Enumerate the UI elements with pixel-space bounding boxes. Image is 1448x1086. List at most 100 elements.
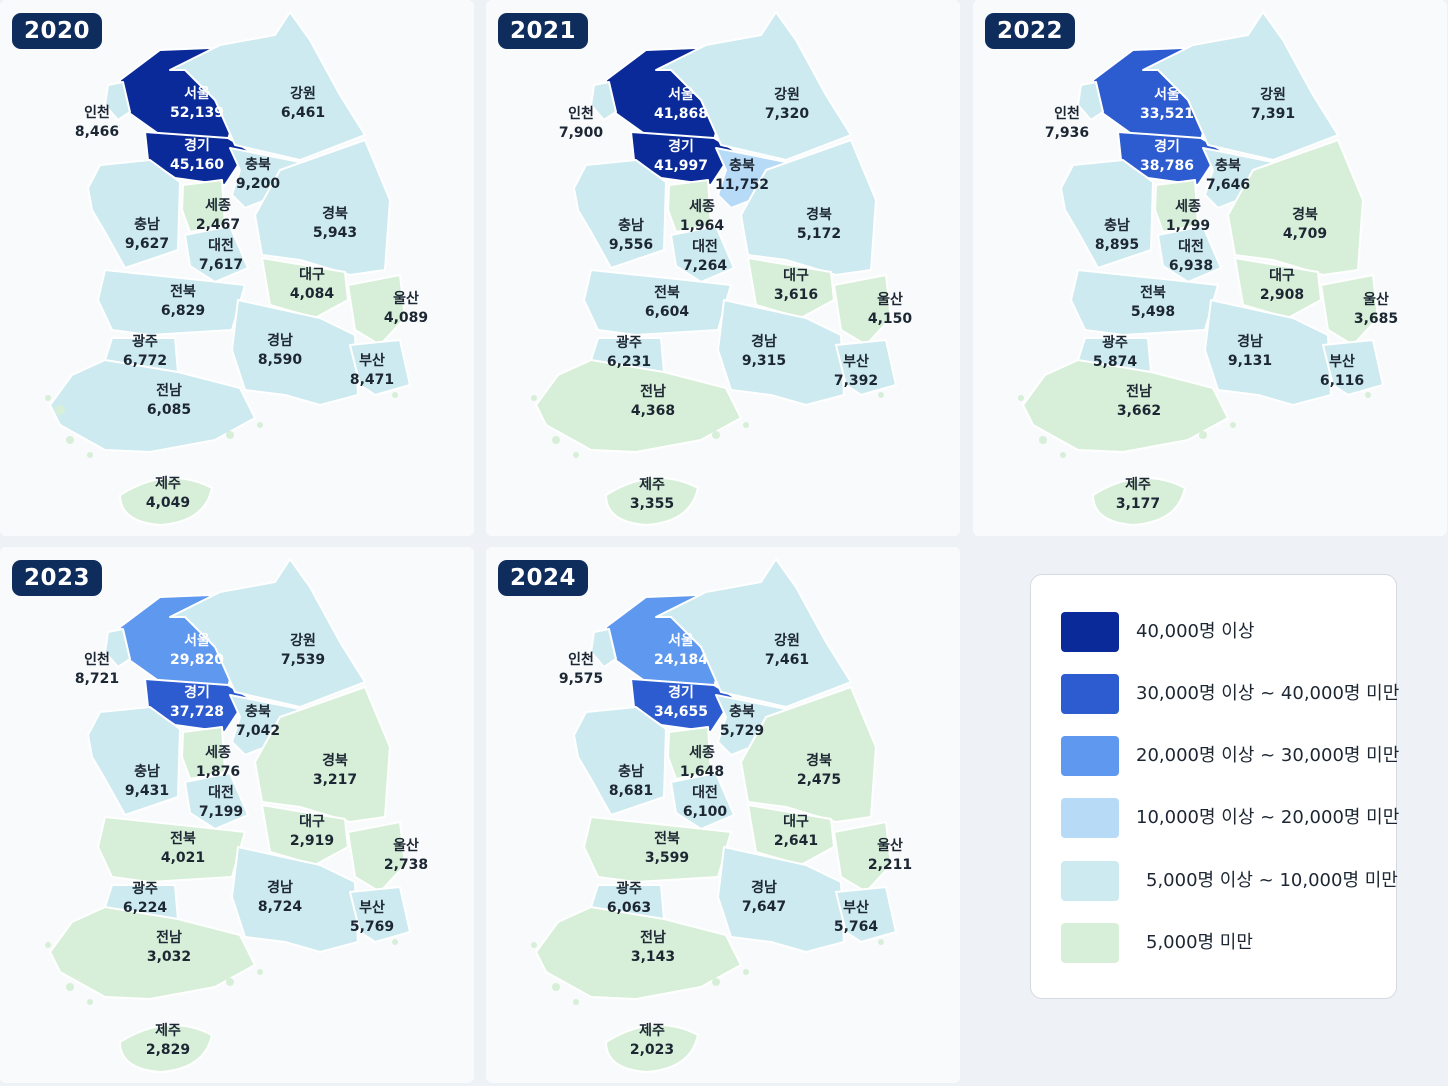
- choropleth-map: [45, 558, 411, 1073]
- region-value: 6,829: [160, 303, 206, 319]
- legend-swatch: [1061, 612, 1119, 652]
- region-value: 3,685: [1353, 311, 1399, 327]
- region-name: 제주: [639, 1023, 665, 1039]
- region-name: 경남: [267, 333, 293, 349]
- islet-shape: [552, 983, 560, 991]
- region-label: 부산 5,764: [834, 899, 878, 937]
- region-value: 9,131: [1227, 353, 1273, 369]
- region-value: 2,919: [289, 833, 335, 849]
- region-인천: [104, 628, 131, 668]
- region-value: 7,042: [235, 723, 281, 739]
- region-value: 33,521: [1139, 106, 1195, 122]
- region-name: 전북: [170, 284, 196, 300]
- region-인천: [590, 628, 617, 668]
- choropleth-map: [45, 11, 411, 526]
- region-label: 전남 4,368: [631, 383, 675, 421]
- islet-shape: [743, 969, 749, 975]
- region-value: 29,820: [169, 652, 225, 668]
- region-대전: [184, 225, 249, 283]
- region-value: 8,681: [608, 783, 654, 799]
- region-label: 제주 2,829: [146, 1022, 190, 1060]
- region-value: 6,100: [682, 804, 728, 820]
- region-제주: [605, 477, 699, 526]
- region-강원: [169, 558, 366, 708]
- region-울산: [347, 274, 406, 346]
- region-세종: [667, 179, 712, 233]
- region-value: 38,786: [1139, 158, 1195, 174]
- region-value: 7,646: [1205, 177, 1251, 193]
- region-제주: [119, 1024, 213, 1073]
- region-제주: [119, 477, 213, 526]
- region-name: 경북: [806, 207, 832, 223]
- region-대구: [261, 257, 349, 319]
- islet-shape: [1028, 405, 1038, 415]
- region-label: 광주 6,224: [123, 880, 167, 918]
- region-name: 전남: [640, 930, 666, 946]
- region-label: 제주 2,023: [630, 1022, 674, 1060]
- region-label: 경남 8,590: [258, 332, 302, 370]
- legend-item: 10,000명 이상 ~ 20,000명 미만: [1061, 798, 1399, 838]
- region-label: 인천 7,900: [559, 105, 603, 143]
- region-value: 4,021: [160, 850, 206, 866]
- region-value: 7,539: [280, 652, 326, 668]
- year-badge: 2024: [498, 560, 588, 596]
- region-label: 대전 6,938: [1169, 238, 1213, 276]
- region-label: 울산 4,150: [868, 291, 912, 329]
- region-강원: [655, 11, 852, 161]
- region-전남: [535, 359, 742, 453]
- region-name: 서울: [184, 86, 210, 102]
- islet-shape: [743, 422, 749, 428]
- region-label: 전남 3,662: [1117, 383, 1161, 421]
- region-value: 7,900: [558, 125, 604, 141]
- region-value: 4,084: [289, 286, 335, 302]
- region-label: 서울 41,868: [654, 86, 708, 124]
- region-name: 강원: [290, 633, 316, 649]
- region-name: 울산: [1363, 292, 1389, 308]
- region-name: 제주: [155, 1023, 181, 1039]
- region-value: 5,874: [1092, 354, 1138, 370]
- region-value: 4,150: [867, 311, 913, 327]
- choropleth-map: [1018, 11, 1384, 526]
- islet-shape: [712, 978, 720, 986]
- region-label: 대전 6,100: [683, 784, 727, 822]
- region-value: 6,063: [606, 900, 652, 916]
- region-value: 5,498: [1130, 304, 1176, 320]
- region-value: 34,655: [653, 704, 709, 720]
- region-울산: [347, 821, 406, 893]
- region-value: 6,224: [122, 900, 168, 916]
- legend: 40,000명 이상 30,000명 이상 ~ 40,000명 미만 20,00…: [1030, 574, 1400, 999]
- region-name: 부산: [359, 353, 385, 369]
- region-name: 대구: [783, 814, 809, 830]
- region-경북: [740, 139, 877, 276]
- region-label: 광주 6,063: [607, 880, 651, 918]
- region-value: 3,032: [146, 949, 192, 965]
- region-label: 울산 4,089: [384, 290, 428, 328]
- region-name: 인천: [84, 105, 110, 121]
- region-label: 인천 9,575: [559, 651, 603, 689]
- region-name: 경남: [751, 334, 777, 350]
- legend-label: 30,000명 이상 ~ 40,000명 미만: [1136, 683, 1400, 704]
- region-label: 광주 5,874: [1093, 334, 1137, 372]
- region-label: 경북 2,475: [797, 752, 841, 790]
- region-label: 충북 11,752: [715, 157, 769, 195]
- region-label: 인천 8,721: [75, 651, 119, 689]
- region-경북: [254, 139, 391, 276]
- map-panel-2021: 2021 서울 41,868 경기 41,997 인천 7,900 강원 7,320 충북 11,…: [486, 0, 960, 536]
- region-name: 전남: [640, 384, 666, 400]
- region-label: 울산 2,738: [384, 837, 428, 875]
- region-label: 대전 7,199: [199, 784, 243, 822]
- region-label: 전북 6,829: [161, 283, 205, 321]
- region-경남: [231, 299, 359, 406]
- islet-shape: [226, 978, 234, 986]
- region-value: 1,876: [195, 764, 241, 780]
- islet-shape: [1018, 395, 1024, 401]
- region-name: 부산: [1329, 354, 1355, 370]
- choropleth-map: [531, 11, 897, 526]
- region-제주: [605, 1024, 699, 1073]
- region-경남: [717, 299, 845, 406]
- islet-shape: [712, 431, 720, 439]
- region-label: 충남 8,681: [609, 763, 653, 801]
- region-세종: [1154, 179, 1199, 233]
- region-label: 울산 2,211: [868, 837, 912, 875]
- region-label: 경기 38,786: [1140, 138, 1194, 176]
